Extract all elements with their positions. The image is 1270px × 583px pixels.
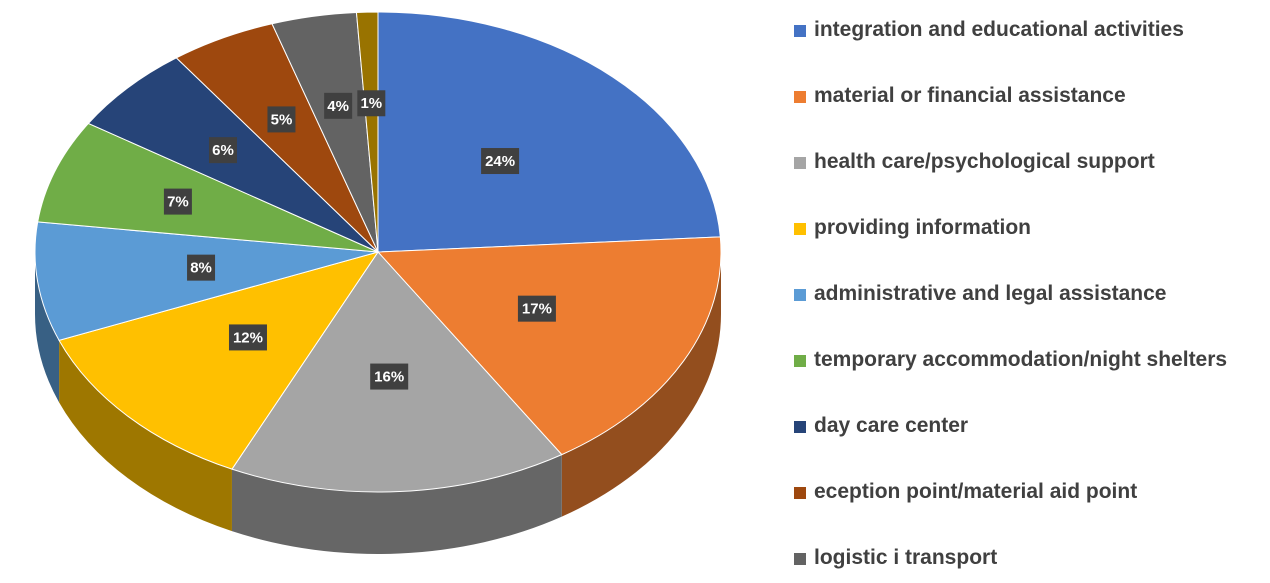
slice (34, 221, 379, 341)
data-label: 17% (522, 301, 552, 318)
slice-side (35, 252, 60, 403)
data-label-box (187, 254, 216, 281)
slice-side (561, 252, 721, 517)
legend-swatch (794, 487, 806, 499)
legend-item: day care center (790, 409, 1240, 443)
legend-swatch (794, 553, 806, 565)
slice (377, 11, 721, 253)
slice (58, 251, 380, 470)
legend-label: temporary accommodation/night shelters (814, 348, 1228, 371)
slice (355, 11, 379, 253)
data-label: 1% (360, 95, 382, 112)
legend-label: eception point/material aid point (814, 480, 1138, 503)
legend-item: administrative and legal assistance (790, 277, 1240, 311)
pie-chart: 24% 17% 16% 12% 8% 7% 6% 5% 4% 1% (34, 11, 722, 554)
legend-label: providing information (814, 216, 1031, 239)
data-label-box (481, 148, 520, 175)
data-label: 7% (167, 194, 189, 211)
legend-swatch (794, 157, 806, 169)
legend-item: health care/psychological support (790, 145, 1240, 179)
legend: integration and educational activities ma… (790, 0, 1260, 583)
slice-side (59, 340, 232, 532)
legend-label: day care center (814, 414, 969, 437)
legend-item: material or financial assistance (790, 79, 1240, 113)
legend-item: providing information (790, 211, 1240, 245)
legend-swatch (794, 91, 806, 103)
slice-side (231, 454, 562, 554)
legend-label: material or financial assistance (814, 84, 1126, 107)
legend-swatch (794, 289, 806, 301)
legend-swatch (794, 421, 806, 433)
legend-item: eception point/material aid point (790, 475, 1240, 509)
legend-item: integration and educational activities (790, 13, 1240, 47)
legend-swatch (794, 355, 806, 367)
data-label: 12% (233, 329, 263, 346)
slice (376, 236, 722, 456)
data-label: 4% (327, 98, 349, 115)
data-label-box (370, 363, 409, 390)
data-label-box (357, 90, 386, 117)
legend-label: administrative and legal assistance (814, 282, 1167, 305)
legend-swatch (794, 223, 806, 235)
data-label: 8% (190, 260, 212, 277)
slice (37, 122, 379, 253)
legend-label: integration and educational activities (814, 18, 1184, 41)
legend-item: logistic i transport (790, 541, 1240, 575)
data-label-box (324, 92, 353, 119)
data-label-box (228, 324, 267, 351)
data-label-box (517, 295, 556, 322)
data-label: 6% (212, 142, 234, 159)
data-label: 24% (485, 153, 515, 170)
data-label: 5% (271, 111, 293, 128)
legend-label: logistic i transport (814, 546, 998, 569)
legend-label: health care/psychological support (814, 150, 1155, 173)
data-label-box (208, 137, 237, 164)
data-label: 16% (374, 369, 404, 386)
data-label-box (267, 106, 296, 133)
data-label-box (163, 188, 192, 215)
legend-swatch (794, 25, 806, 37)
legend-item: temporary accommodation/night shelters (790, 343, 1240, 377)
